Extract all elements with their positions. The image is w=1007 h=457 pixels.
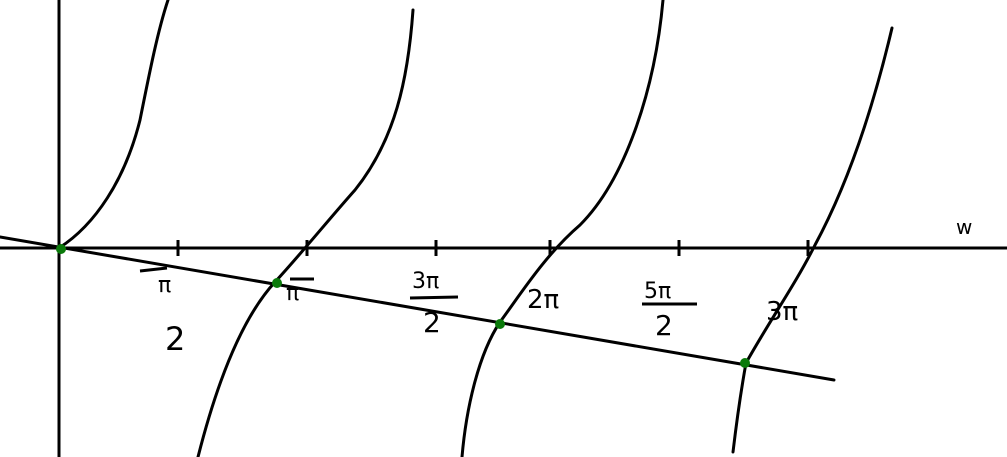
tick-label-pi-over-2: π xyxy=(158,273,171,298)
tan-branch-3 xyxy=(460,0,665,457)
fraction-bar xyxy=(139,266,168,273)
tick-label-pi: π xyxy=(286,281,299,306)
line-through-origin xyxy=(0,235,836,382)
tick-label-3pi-over-2-denominator: 2 xyxy=(423,306,441,339)
tan-branch-1 xyxy=(57,0,170,250)
axis-label-w: w xyxy=(956,215,972,239)
tan-branch-2 xyxy=(196,8,415,457)
intersection-point xyxy=(56,244,66,254)
intersection-point xyxy=(495,319,505,329)
tick-label-5pi-over-2: 5π xyxy=(644,279,671,304)
tan-branch-4 xyxy=(731,26,894,454)
tick-label-pi-over-2-denominator: 2 xyxy=(165,320,185,358)
tick-label-2pi: 2π xyxy=(527,285,559,315)
tick-label-3pi: 3π xyxy=(766,297,798,327)
tick-label-5pi-over-2-denominator: 2 xyxy=(655,309,673,342)
intersection-point xyxy=(272,278,282,288)
fraction-bar xyxy=(409,295,459,300)
intersection-point xyxy=(740,358,750,368)
tick-label-3pi-over-2: 3π xyxy=(412,269,439,294)
